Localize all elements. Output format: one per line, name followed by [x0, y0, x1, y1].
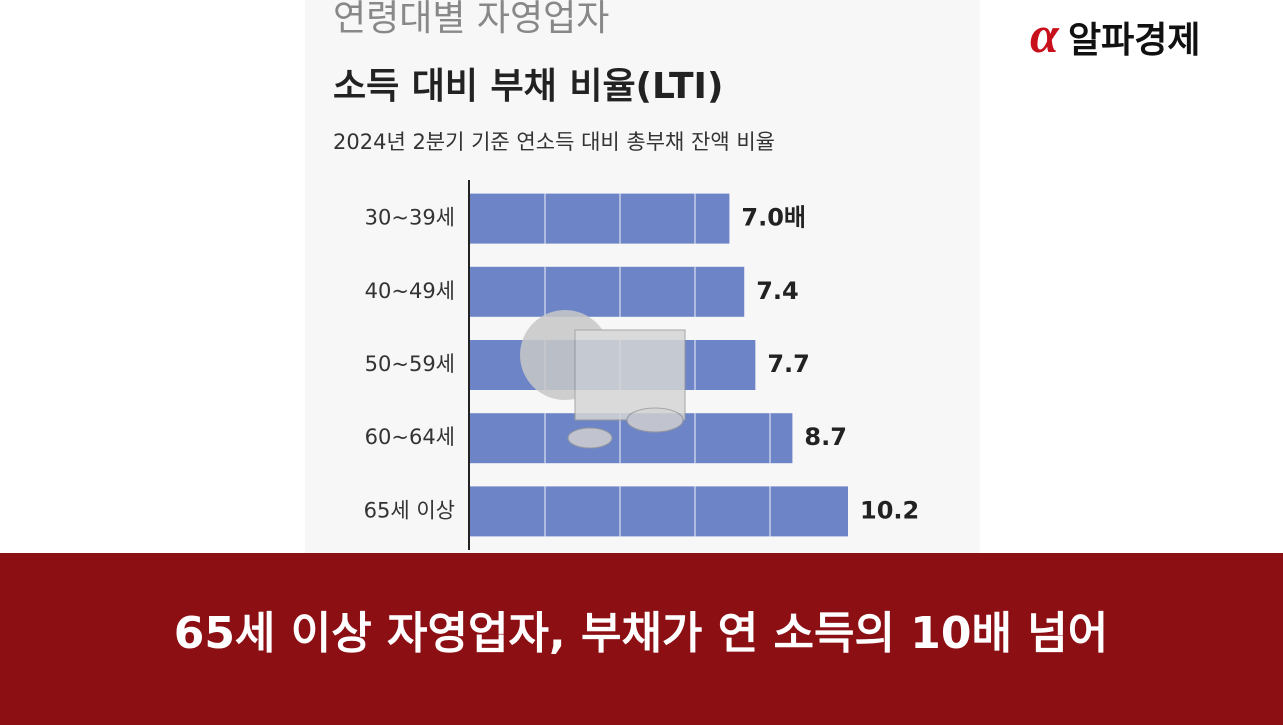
money-illustration — [520, 310, 686, 449]
bar — [470, 486, 848, 537]
chart-note: 2024년 2분기 기준 연소득 대비 총부채 잔액 비율 — [333, 130, 775, 154]
caption: 65세 이상 자영업자, 부채가 연 소득의 10배 넘어 — [174, 608, 1109, 659]
category-label: 65세 이상 — [364, 498, 455, 522]
category-label: 30~39세 — [365, 206, 455, 230]
value-label: 8.7 — [804, 423, 847, 451]
logo-symbol: α — [1030, 7, 1060, 64]
chart-title: 연령대별 자영업자 — [333, 0, 609, 39]
value-label: 7.7 — [767, 350, 810, 378]
value-label: 7.4 — [756, 277, 799, 305]
category-label: 60~64세 — [365, 425, 455, 449]
bar — [470, 193, 730, 244]
value-label: 10.2 — [860, 496, 919, 524]
logo-text: 알파경제 — [1068, 20, 1200, 61]
caption-banner — [0, 553, 1283, 725]
bar — [470, 266, 745, 317]
category-label: 50~59세 — [365, 352, 455, 376]
category-label: 40~49세 — [365, 279, 455, 303]
bars: 30~39세 7.0배 40~49세 7.4 50~59세 7.7 60~64세 8.7 65세… — [364, 193, 919, 537]
value-label: 7.0배 — [741, 204, 806, 232]
chart-subtitle: 소득 대비 부채 비율(LTI) — [333, 66, 723, 107]
